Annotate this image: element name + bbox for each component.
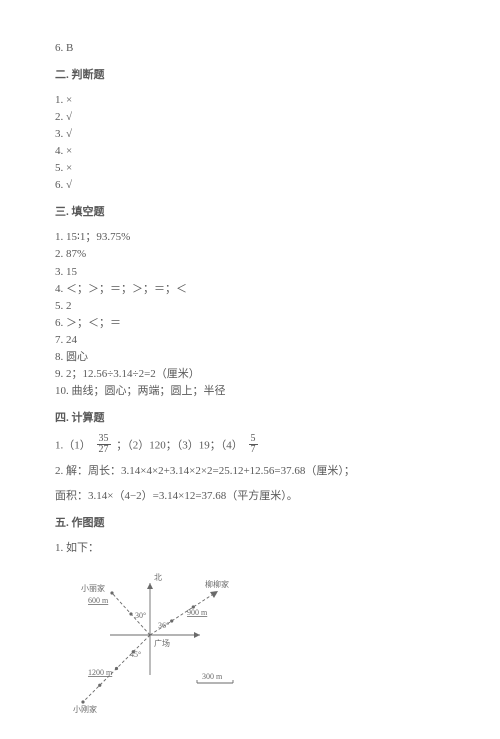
frac2-den: 7: [249, 445, 258, 456]
s4-line2: 2. 解：周长：3.14×4×2+3.14×2×2=25.12+12.56=37…: [55, 463, 445, 480]
answer-6: 6. B: [55, 40, 445, 57]
s5-i1: 1. 如下：: [55, 540, 445, 557]
s4-line3: 面积：3.14×（4−2）=3.14×12=37.68（平方厘米）。: [55, 488, 445, 505]
xiaoli-dist: 600 m: [88, 596, 109, 605]
page: 6. B 二. 判断题 1. × 2. √ 3. √ 4. × 5. × 6. …: [0, 0, 500, 739]
s3-i9: 9. 2；12.56÷3.14÷2=2（厘米）: [55, 366, 445, 383]
s2-i5: 5. ×: [55, 160, 445, 177]
s3-i5: 5. 2: [55, 298, 445, 315]
frac1-den: 27: [97, 445, 111, 456]
fraction-35-27: 35 27: [97, 434, 111, 456]
xiaoli-label: 小丽家: [81, 583, 105, 593]
guangchang-label: 广场: [154, 638, 170, 648]
s3-i2: 2. 87%: [55, 246, 445, 263]
s4-l1-pre: 1.（1）: [55, 439, 91, 451]
north-label: 北: [154, 573, 162, 582]
section-4-body: 1.（1） 35 27 ；（2）120；（3）19；（4） 5 7 2. 解：周…: [55, 435, 445, 505]
angle-45: 45°: [130, 650, 141, 659]
fraction-5-7: 5 7: [249, 434, 258, 456]
s3-i3: 3. 15: [55, 264, 445, 281]
xiaogang-dist: 1200 m: [88, 668, 113, 677]
angle-30: 30°: [135, 611, 146, 620]
s3-i8: 8. 圆心: [55, 349, 445, 366]
section-2-body: 1. × 2. √ 3. √ 4. × 5. × 6. √: [55, 92, 445, 194]
s3-i6: 6. ＞；＜；＝: [55, 315, 445, 332]
s3-i10: 10. 曲线；圆心；两端；圆上；半径: [55, 383, 445, 400]
s2-i4: 4. ×: [55, 143, 445, 160]
section-3-body: 1. 15∶1；93.75% 2. 87% 3. 15 4. ＜；＞；＝；＞；＝…: [55, 229, 445, 399]
scale-label: 300 m: [202, 672, 223, 681]
s2-i2: 2. √: [55, 109, 445, 126]
s3-i7: 7. 24: [55, 332, 445, 349]
liuliu-label: 柳柳家: [205, 579, 229, 589]
s3-i4: 4. ＜；＞；＝；＞；＝；＜: [55, 281, 445, 298]
s4-line1: 1.（1） 35 27 ；（2）120；（3）19；（4） 5 7: [55, 435, 445, 457]
section-5-body: 1. 如下： 北 小丽家: [55, 540, 445, 713]
liuliu-dist: 900 m: [187, 608, 208, 617]
angle-36: 36°: [158, 621, 169, 630]
xiaogang-label: 小刚家: [73, 704, 97, 713]
section-2-title: 二. 判断题: [55, 67, 445, 84]
s4-l1-mid: ；（2）120；（3）19；（4）: [116, 439, 243, 451]
s2-i6: 6. √: [55, 177, 445, 194]
diagram: 北 小丽家 600 m 30° 柳柳家: [55, 563, 265, 713]
s3-i1: 1. 15∶1；93.75%: [55, 229, 445, 246]
s2-i3: 3. √: [55, 126, 445, 143]
section-3-title: 三. 填空题: [55, 204, 445, 221]
diagram-svg: 北 小丽家 600 m 30° 柳柳家: [55, 563, 265, 713]
section-5-title: 五. 作图题: [55, 515, 445, 532]
s2-i1: 1. ×: [55, 92, 445, 109]
section-4-title: 四. 计算题: [55, 410, 445, 427]
